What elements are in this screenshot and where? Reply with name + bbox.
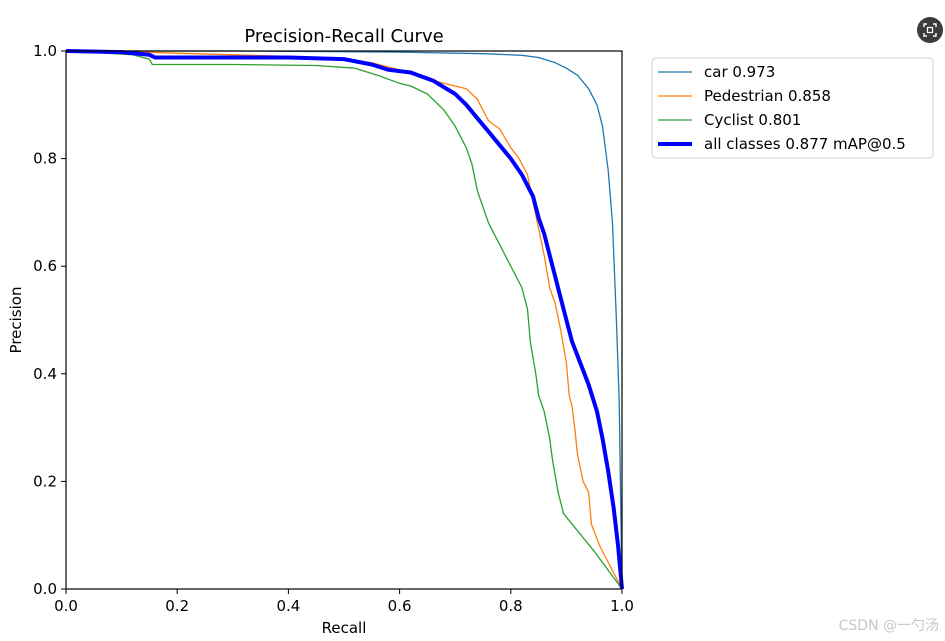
x-tick-label: 0.2	[165, 597, 189, 615]
plot-frame	[65, 50, 623, 590]
y-tick-label: 0.4	[33, 365, 57, 383]
y-axis-label: Precision	[7, 287, 25, 354]
x-tick-label: 0.4	[276, 597, 300, 615]
legend-box	[651, 57, 934, 159]
x-tick-label: 1.0	[610, 597, 634, 615]
series-line-3	[65, 49, 624, 590]
legend-label-1: Pedestrian 0.858	[704, 87, 831, 105]
legend-label-0: car 0.973	[704, 63, 775, 81]
watermark: CSDN @一勺汤	[838, 618, 939, 634]
legend-label-2: Cyclist 0.801	[704, 111, 801, 129]
x-tick-label: 0.6	[388, 597, 412, 615]
screenshot-icon-glyph	[923, 23, 937, 37]
axis-ticks: 0.0 0.2 0.4 0.6 0.8 1.0 0.0 0.2 0.4 0.6 0.8 1.0	[33, 42, 634, 615]
x-tick-label: 0.8	[499, 597, 523, 615]
x-tick-label: 0.0	[54, 597, 78, 615]
chart-title: Precision-Recall Curve	[244, 26, 443, 47]
y-tick-label: 0.2	[33, 472, 57, 490]
y-tick-label: 0.6	[33, 257, 57, 275]
legend: car 0.973 Pedestrian 0.858 Cyclist 0.801 al…	[651, 57, 934, 159]
y-tick-label: 0.8	[33, 150, 57, 168]
plot-lines	[65, 49, 624, 590]
x-axis-label: Recall	[322, 619, 367, 637]
series-line-1	[65, 50, 623, 590]
series-line-2	[65, 50, 623, 590]
legend-label-3: all classes 0.877 mAP@0.5	[704, 135, 906, 153]
screenshot-icon[interactable]	[917, 17, 943, 43]
y-tick-label: 1.0	[33, 42, 57, 60]
y-tick-label: 0.0	[33, 580, 57, 598]
series-line-0	[66, 50, 623, 590]
